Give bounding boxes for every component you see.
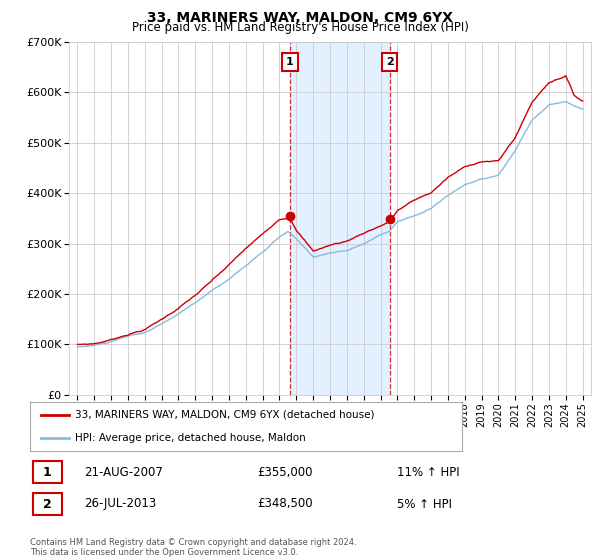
- Bar: [290, 42, 389, 395]
- FancyBboxPatch shape: [33, 461, 62, 483]
- Text: 2: 2: [386, 57, 394, 67]
- Text: HPI: Average price, detached house, Maldon: HPI: Average price, detached house, Mald…: [76, 433, 306, 444]
- FancyBboxPatch shape: [33, 493, 62, 515]
- Text: Contains HM Land Registry data © Crown copyright and database right 2024.
This d: Contains HM Land Registry data © Crown c…: [30, 538, 356, 557]
- Text: Price paid vs. HM Land Registry's House Price Index (HPI): Price paid vs. HM Land Registry's House …: [131, 21, 469, 34]
- Text: 33, MARINERS WAY, MALDON, CM9 6YX (detached house): 33, MARINERS WAY, MALDON, CM9 6YX (detac…: [76, 410, 375, 420]
- Text: 1: 1: [286, 57, 294, 67]
- Text: 11% ↑ HPI: 11% ↑ HPI: [397, 465, 460, 479]
- Text: £355,000: £355,000: [257, 465, 312, 479]
- Text: 33, MARINERS WAY, MALDON, CM9 6YX: 33, MARINERS WAY, MALDON, CM9 6YX: [147, 11, 453, 25]
- Text: 21-AUG-2007: 21-AUG-2007: [84, 465, 163, 479]
- Text: 1: 1: [43, 465, 52, 479]
- Text: 5% ↑ HPI: 5% ↑ HPI: [397, 497, 452, 511]
- Text: £348,500: £348,500: [257, 497, 313, 511]
- Text: 2: 2: [43, 497, 52, 511]
- Text: 26-JUL-2013: 26-JUL-2013: [84, 497, 156, 511]
